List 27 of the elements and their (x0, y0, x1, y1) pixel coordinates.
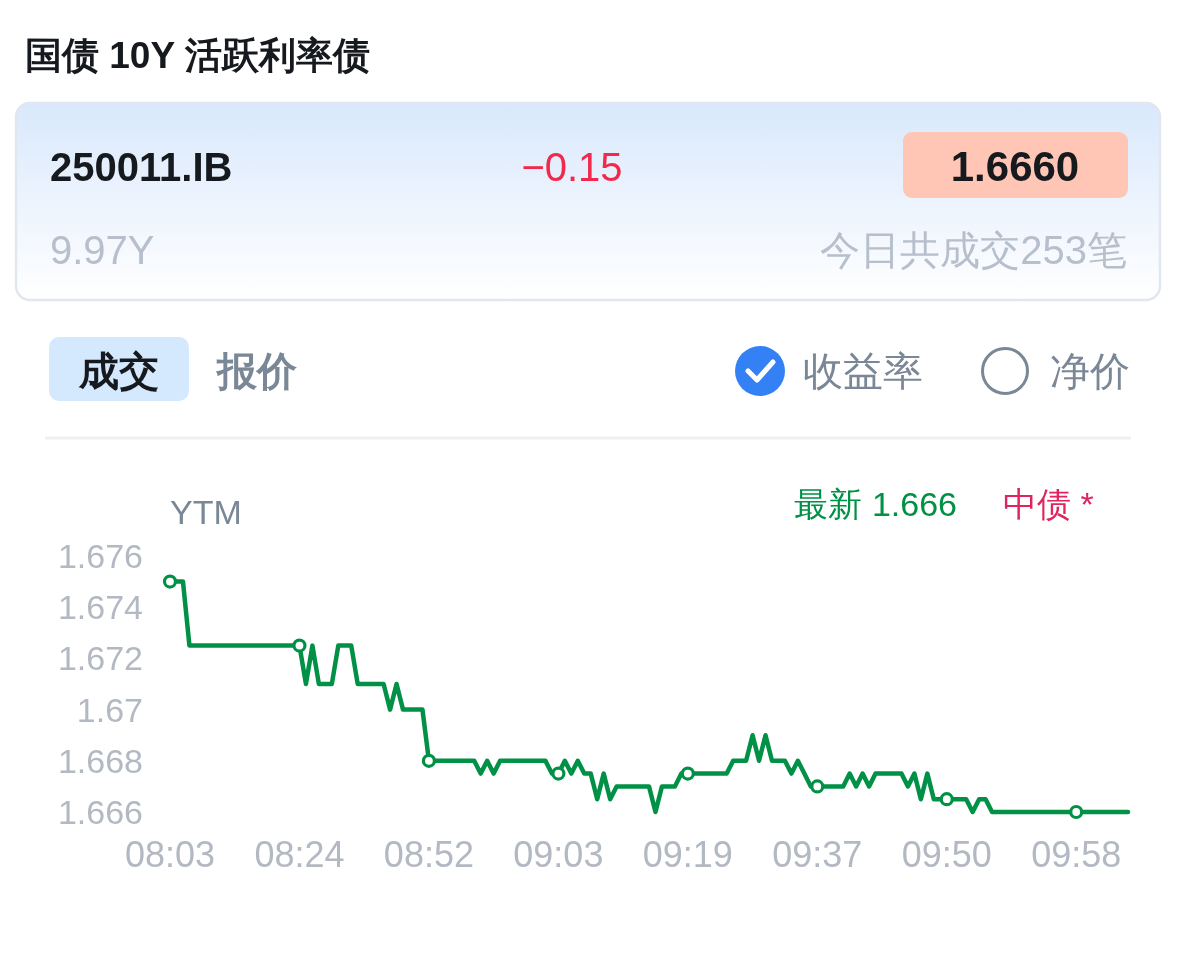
x-tick-label: 09:58 (1031, 834, 1122, 875)
y-tick-label: 1.668 (57, 741, 143, 780)
y-tick-label: 1.666 (57, 793, 143, 831)
x-tick-label: 09:50 (901, 834, 992, 875)
x-tick-label: 08:52 (383, 834, 474, 875)
chart-title: 国债 10Y 活跃利率债 (25, 35, 370, 76)
text: 报价 (215, 349, 298, 393)
y-tick-label: 1.676 (57, 537, 143, 575)
text: −0.15 (521, 145, 623, 189)
text: 最新 1.666 (794, 485, 957, 523)
x-tick-label: 09:03 (513, 834, 604, 875)
y-tick-label: 1.672 (57, 639, 143, 678)
text: 中债 * (1003, 485, 1094, 523)
y-tick-label: 1.674 (57, 588, 143, 627)
text: 收益率 (803, 349, 923, 393)
y-tick-label: 1.67 (76, 690, 143, 729)
text: 1.6660 (950, 143, 1080, 190)
text: 今日共成交253笔 (820, 228, 1127, 272)
text: 9.97Y (50, 228, 155, 272)
text: 250011.IB (50, 145, 233, 189)
text: 净价 (1050, 349, 1130, 393)
x-tick-label: 09:37 (772, 834, 863, 875)
x-tick-label: 08:03 (124, 834, 216, 875)
text: 成交 (78, 349, 159, 393)
x-tick-label: 08:24 (254, 834, 345, 875)
x-tick-label: 09:19 (642, 834, 733, 875)
y-axis-title: YTM (170, 493, 242, 531)
